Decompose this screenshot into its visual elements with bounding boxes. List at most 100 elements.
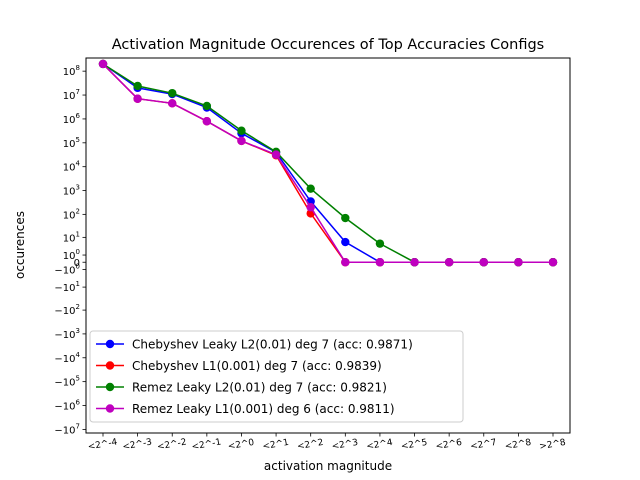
y-tick-label: 105 — [63, 136, 80, 150]
y-tick-exponent: 6 — [76, 112, 81, 120]
x-tick-label: <2^6 — [435, 438, 463, 453]
x-tick-label: <2^5 — [400, 438, 428, 452]
series-3-point — [202, 117, 212, 126]
series-3-point — [168, 99, 177, 108]
y-tick-label: −103 — [54, 327, 80, 341]
x-tick-label: <2^0 — [227, 438, 255, 453]
y-tick-base: 10 — [63, 187, 76, 198]
x-tick-label: <2^2 — [296, 438, 324, 452]
y-axis-label: occurences — [13, 211, 27, 279]
y-tick-label: −102 — [54, 303, 80, 317]
series-2-point — [168, 88, 177, 98]
x-tick-label: <2^7 — [469, 438, 497, 452]
series-2-point — [306, 184, 315, 193]
y-tick-exponent: 7 — [76, 88, 80, 96]
y-tick-exponent: 6 — [76, 399, 81, 407]
series-3-point — [133, 94, 142, 103]
x-tick-label: <2^-4 — [87, 437, 118, 452]
y-tick-label: −105 — [54, 375, 80, 389]
legend-entry: Chebyshev Leaky L2(0.01) deg 7 (acc: 0.9… — [132, 338, 413, 352]
y-tick-exponent: 1 — [76, 230, 80, 238]
y-tick-base: 10 — [63, 210, 76, 221]
chart-title: Activation Magnitude Occurences of Top A… — [112, 37, 544, 53]
series-line-3 — [102, 63, 553, 263]
y-tick-label: −100 — [54, 262, 80, 276]
y-tick-label: 0 — [74, 258, 80, 269]
y-tick-base: −10 — [54, 425, 75, 436]
y-tick-label: 101 — [63, 230, 80, 244]
y-tick-exponent: 4 — [76, 160, 81, 168]
series-3-point — [410, 258, 419, 267]
y-tick-label: 100 — [63, 248, 80, 262]
series-2-point — [341, 213, 350, 223]
y-tick-label: −107 — [54, 422, 80, 436]
y-tick-base: 10 — [63, 67, 76, 78]
legend-box — [89, 330, 464, 423]
x-tick-label: <2^1 — [262, 438, 290, 452]
y-tick-exponent: 3 — [76, 327, 80, 335]
legend-swatch-marker — [105, 404, 115, 413]
series-3-point — [375, 258, 385, 267]
y-tick-label: 104 — [63, 160, 81, 174]
y-tick-label: 102 — [63, 207, 80, 221]
legend-entry: Chebyshev L1(0.001) deg 7 (acc: 0.9839) — [132, 359, 382, 373]
plot-area — [98, 59, 558, 267]
series-3-point — [271, 150, 281, 159]
y-tick-base: −10 — [54, 378, 75, 389]
y-tick-base: 10 — [63, 139, 76, 150]
series-3-point — [306, 203, 315, 212]
legend-swatch-marker — [105, 382, 115, 392]
y-tick-label: 108 — [63, 64, 80, 78]
y-tick-base: −10 — [54, 306, 75, 317]
series-3-point — [237, 136, 246, 146]
y-tick-exponent: 8 — [76, 64, 80, 72]
legend-entry: Remez Leaky L1(0.001) deg 6 (acc: 0.9811… — [132, 402, 395, 416]
x-axis: <2^-4 <2^-3 <2^-2 <2^-1 <2^0 <2^1 <2^2 <2^3 <2^4… — [87, 433, 567, 453]
y-tick-base: −10 — [54, 330, 75, 341]
y-tick-label: 103 — [63, 184, 80, 198]
series-2-point — [375, 239, 385, 248]
y-tick-exponent: 5 — [76, 136, 80, 144]
y-tick-base: 0 — [74, 258, 80, 269]
y-tick-base: 10 — [63, 163, 76, 174]
x-tick-label: <2^4 — [366, 438, 394, 453]
y-tick-label: 106 — [63, 112, 81, 126]
y-tick-exponent: 7 — [76, 422, 80, 430]
series-3-point — [548, 258, 558, 267]
y-tick-label: −106 — [54, 399, 80, 413]
y-tick-base: −10 — [54, 354, 75, 365]
y-tick-base: 10 — [63, 115, 76, 126]
y-tick-exponent: 5 — [76, 375, 80, 383]
x-tick-label: <2^-1 — [191, 438, 222, 453]
series-2-point — [202, 101, 212, 111]
series-3-point — [98, 59, 108, 69]
y-tick-exponent: 1 — [76, 280, 80, 288]
legend-swatch-marker — [105, 339, 115, 349]
x-tick-label: <2^8 — [504, 438, 532, 453]
series-3-point — [444, 258, 454, 267]
y-tick-exponent: 2 — [76, 207, 80, 215]
y-tick-base: 10 — [63, 91, 76, 102]
legend: Chebyshev Leaky L2(0.01) deg 7 (acc: 0.9… — [89, 330, 464, 423]
series-3-point — [341, 258, 350, 267]
y-tick-base: −10 — [54, 283, 75, 294]
y-tick-exponent: 0 — [76, 248, 80, 256]
y-tick-exponent: 2 — [76, 303, 80, 311]
y-tick-exponent: 0 — [76, 262, 80, 270]
series-0-point — [341, 237, 350, 247]
series-3-point — [479, 258, 488, 267]
series-2-point — [237, 126, 246, 135]
y-tick-base: −10 — [54, 402, 75, 413]
plot-frame — [85, 57, 571, 434]
y-axis: 1081071061051041031021011000−100−101−102… — [54, 64, 86, 436]
y-tick-exponent: 3 — [76, 184, 80, 192]
y-tick-label: −104 — [54, 351, 80, 365]
y-tick-exponent: 4 — [76, 351, 81, 359]
series-2-point — [133, 81, 142, 91]
x-tick-label: <2^-2 — [156, 438, 187, 453]
series-3-point — [514, 258, 523, 267]
x-tick-label: <2^3 — [331, 438, 359, 452]
y-tick-base: 10 — [63, 233, 76, 244]
legend-swatch-marker — [105, 361, 115, 370]
